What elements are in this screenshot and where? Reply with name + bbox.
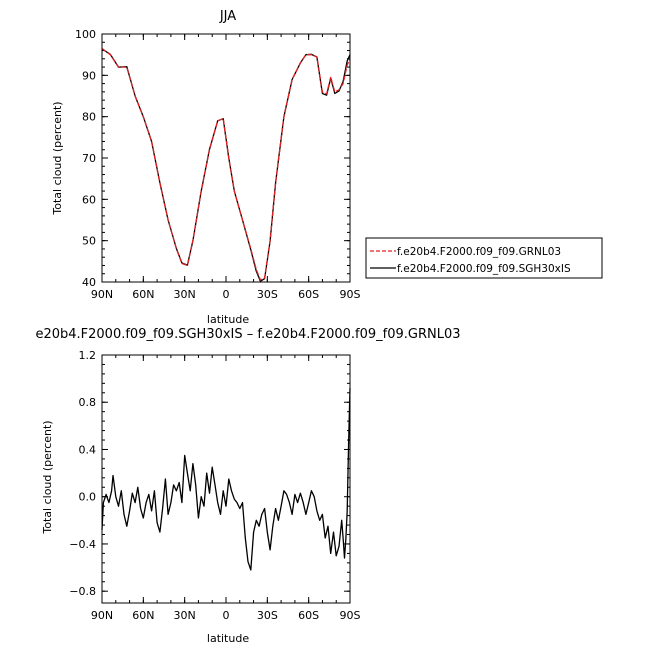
- x-tick-label: 0: [223, 609, 230, 622]
- bottom-chart-title: e20b4.F2000.f09_f09.SGH30xIS – f.e20b4.F…: [35, 327, 460, 342]
- y-tick-label: 0.0: [79, 491, 97, 504]
- x-tick-label: 30N: [174, 609, 196, 622]
- x-tick-label: 90S: [340, 609, 361, 622]
- top-chart-lines: [101, 47, 351, 282]
- y-tick-label: 50: [82, 235, 96, 248]
- x-tick-label: 60S: [298, 288, 319, 301]
- x-tick-label: 60N: [132, 609, 154, 622]
- x-tick-label: 90N: [91, 288, 113, 301]
- legend-label-grnl03: f.e20b4.F2000.f09_f09.GRNL03: [397, 246, 561, 258]
- bottom-chart-frame: [101, 354, 351, 604]
- x-tick-label: 30N: [174, 288, 196, 301]
- legend-label-sgh30xis: f.e20b4.F2000.f09_f09.SGH30xIS: [397, 263, 571, 275]
- y-tick-label: 70: [82, 152, 96, 165]
- y-tick-label: 0.8: [79, 396, 97, 409]
- y-tick-label: 60: [82, 193, 96, 206]
- y-tick-label: 80: [82, 111, 96, 124]
- y-tick-label: −0.8: [69, 585, 96, 598]
- bottom-chart-lines: [101, 388, 351, 571]
- series-line-0: [101, 47, 351, 281]
- y-tick-label: 1.2: [79, 349, 97, 362]
- x-tick-label: 60N: [132, 288, 154, 301]
- x-tick-label: 90N: [91, 609, 113, 622]
- top-chart-panel: JJA Total cloud (percent) latitude 90N 60…: [51, 9, 361, 326]
- x-tick-label: 60S: [298, 609, 319, 622]
- y-tick-label: 40: [82, 276, 96, 289]
- x-tick-label: 0: [223, 288, 230, 301]
- bottom-chart-y-axis-label: Total cloud (percent): [41, 420, 54, 534]
- legend-box: [365, 237, 603, 279]
- y-tick-label: 100: [75, 28, 96, 41]
- x-tick-label: 30S: [257, 609, 278, 622]
- top-chart-ticks: 90N 60N 30N 0 30S 60S 90S 40 50 60 70 80 90 100: [75, 28, 361, 301]
- x-tick-label: 90S: [340, 288, 361, 301]
- legend: f.e20b4.F2000.f09_f09.GRNL03 f.e20b4.F20…: [365, 237, 603, 279]
- top-chart-x-axis-label: latitude: [207, 313, 249, 326]
- y-tick-label: 0.4: [79, 443, 97, 456]
- y-tick-label: 90: [82, 69, 96, 82]
- series-line-0: [101, 388, 351, 571]
- y-tick-label: −0.4: [69, 538, 96, 551]
- top-chart-y-axis-label: Total cloud (percent): [51, 101, 64, 215]
- top-chart-frame: [101, 33, 351, 283]
- bottom-chart-panel: e20b4.F2000.f09_f09.SGH30xIS – f.e20b4.F…: [35, 327, 460, 645]
- top-chart-title: JJA: [219, 9, 236, 24]
- x-tick-label: 30S: [257, 288, 278, 301]
- bottom-chart-ticks: 90N 60N 30N 0 30S 60S 90S −0.8 −0.4 0.0 0.4 0.8 1.2: [69, 349, 360, 622]
- series-line-1: [101, 48, 351, 282]
- bottom-chart-x-axis-label: latitude: [207, 632, 249, 645]
